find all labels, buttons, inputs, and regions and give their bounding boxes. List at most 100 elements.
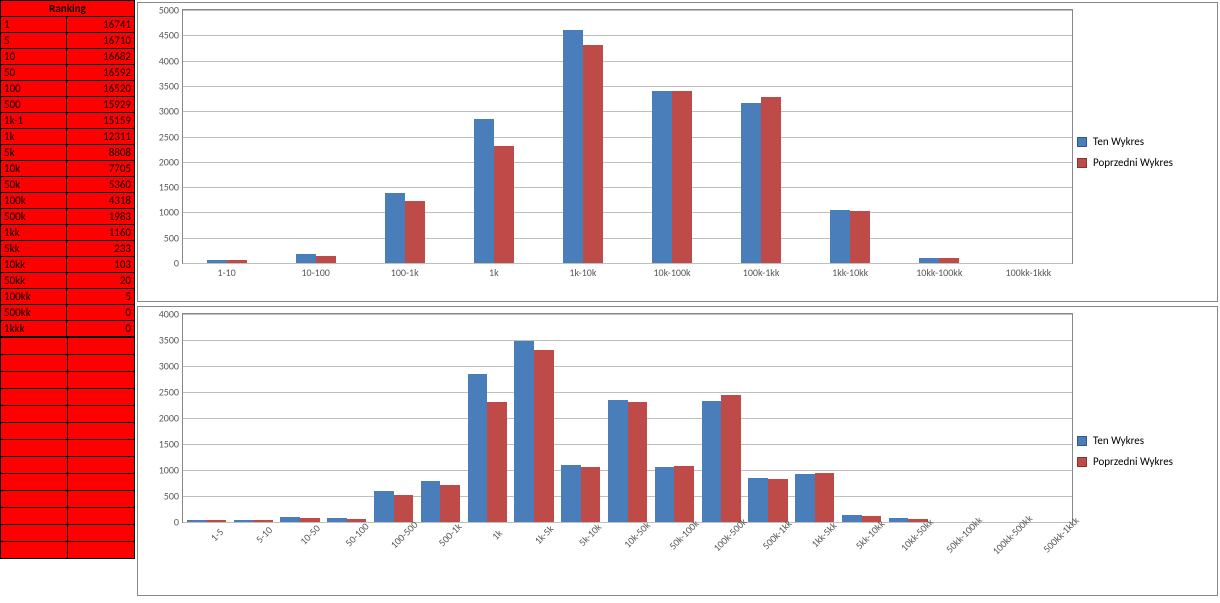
table-row: 10k7705	[1, 161, 135, 177]
empty-row	[1, 406, 135, 423]
empty-row	[1, 457, 135, 474]
bar-group	[417, 314, 464, 522]
table-row: 1k12311	[1, 129, 135, 145]
bar-group	[894, 10, 983, 263]
bar-series2	[583, 45, 603, 263]
bar-series1	[830, 210, 850, 263]
bar-series1	[652, 91, 672, 263]
chart-top: 0500100015002000250030003500400045005000…	[137, 2, 1218, 302]
bar-series1	[702, 401, 722, 522]
empty-grid	[0, 337, 135, 559]
ranking-key: 5	[1, 33, 67, 49]
ytick-label: 4000	[159, 54, 179, 67]
ytick-label: 500	[164, 490, 179, 503]
xlabel: 1k	[449, 264, 538, 279]
xlabel: 1kk-10kk	[806, 264, 895, 279]
bar-series1	[421, 481, 441, 522]
ranking-value: 12311	[66, 129, 134, 145]
ytick-label: 1500	[159, 181, 179, 194]
xlabel: 100kk-1kkk	[984, 264, 1073, 279]
ranking-key: 1kk	[1, 225, 67, 241]
ranking-value: 5360	[66, 177, 134, 193]
ytick-label: 2500	[159, 130, 179, 143]
bar-group	[838, 314, 885, 522]
ranking-key: 50	[1, 65, 67, 81]
ranking-value: 7705	[66, 161, 134, 177]
bar-series2	[534, 350, 554, 522]
bar-group	[1025, 314, 1072, 522]
bar-series1	[374, 491, 394, 522]
bar-group	[183, 10, 272, 263]
ytick-label: 2000	[159, 412, 179, 425]
bar-series1	[468, 374, 488, 522]
ranking-key: 500kk	[1, 305, 67, 321]
legend-swatch-1	[1077, 137, 1087, 147]
bar-series1	[514, 341, 534, 522]
bar-series2	[487, 402, 507, 522]
table-row: 100kk5	[1, 289, 135, 305]
chart-bottom-plot-area: 05001000150020002500300035004000	[182, 313, 1073, 523]
table-row: 50kk20	[1, 273, 135, 289]
chart-top-legend: Ten Wykres Poprzedni Wykres	[1077, 3, 1217, 301]
ranking-key: 50k	[1, 177, 67, 193]
ranking-key: 1kkk	[1, 321, 67, 337]
ranking-key: 10kk	[1, 257, 67, 273]
bar-series1	[474, 119, 494, 263]
bar-group	[885, 314, 932, 522]
chart-bottom-plot: 05001000150020002500300035004000 1-55-10…	[138, 307, 1077, 595]
ranking-key: 1k	[1, 129, 67, 145]
ranking-value: 15929	[66, 97, 134, 113]
chart-bottom-legend: Ten Wykres Poprzedni Wykres	[1077, 307, 1217, 595]
chart-top-plot-area: 0500100015002000250030003500400045005000	[182, 9, 1073, 264]
bar-group	[983, 10, 1072, 263]
bar-group	[277, 314, 324, 522]
ytick-label: 1500	[159, 438, 179, 451]
bar-series1	[563, 30, 583, 263]
ytick-label: 1000	[159, 206, 179, 219]
ranking-value: 20	[66, 273, 134, 289]
empty-row	[1, 338, 135, 355]
xlabel: 10-100	[271, 264, 360, 279]
bar-series1	[608, 400, 628, 522]
legend-label-1: Ten Wykres	[1093, 135, 1144, 148]
ranking-value: 16682	[66, 49, 134, 65]
bar-series2	[316, 256, 336, 263]
right-column: 0500100015002000250030003500400045005000…	[135, 0, 1220, 603]
bar-series1	[385, 193, 405, 263]
bars-row	[183, 10, 1072, 263]
ranking-value: 233	[66, 241, 134, 257]
empty-row	[1, 508, 135, 525]
chart-bottom: 05001000150020002500300035004000 1-55-10…	[137, 306, 1218, 596]
ranking-value: 0	[66, 305, 134, 321]
ranking-value: 16592	[66, 65, 134, 81]
table-row: 10kk103	[1, 257, 135, 273]
bar-group	[651, 314, 698, 522]
legend-swatch-1	[1077, 436, 1087, 446]
ranking-value: 8808	[66, 145, 134, 161]
bar-series1	[741, 103, 761, 263]
ytick-label: 3500	[159, 334, 179, 347]
ranking-value: 1983	[66, 209, 134, 225]
legend-item-series1: Ten Wykres	[1077, 434, 1209, 447]
bar-series2	[672, 91, 692, 263]
ranking-key: 500k	[1, 209, 67, 225]
ranking-key: 10k	[1, 161, 67, 177]
table-row: 500k1983	[1, 209, 135, 225]
bar-group	[450, 10, 539, 263]
ranking-key: 5kk	[1, 241, 67, 257]
ranking-key: 10	[1, 49, 67, 65]
ranking-value: 1160	[66, 225, 134, 241]
ranking-key: 100k	[1, 193, 67, 209]
ytick-label: 2500	[159, 386, 179, 399]
empty-row	[1, 372, 135, 389]
ytick-label: 4500	[159, 29, 179, 42]
table-row: 10016520	[1, 81, 135, 97]
left-column: Ranking 11674151671010166825016592100165…	[0, 0, 135, 603]
legend-swatch-2	[1077, 158, 1087, 168]
ranking-value: 16520	[66, 81, 134, 97]
xlabel: 100-1k	[360, 264, 449, 279]
table-row: 1kkk0	[1, 321, 135, 337]
chart-bottom-xlabels: 1-55-1010-5050-100100-500500-1k1k1k-5k5k…	[182, 523, 1073, 569]
bar-series1	[919, 258, 939, 263]
ranking-value: 16710	[66, 33, 134, 49]
